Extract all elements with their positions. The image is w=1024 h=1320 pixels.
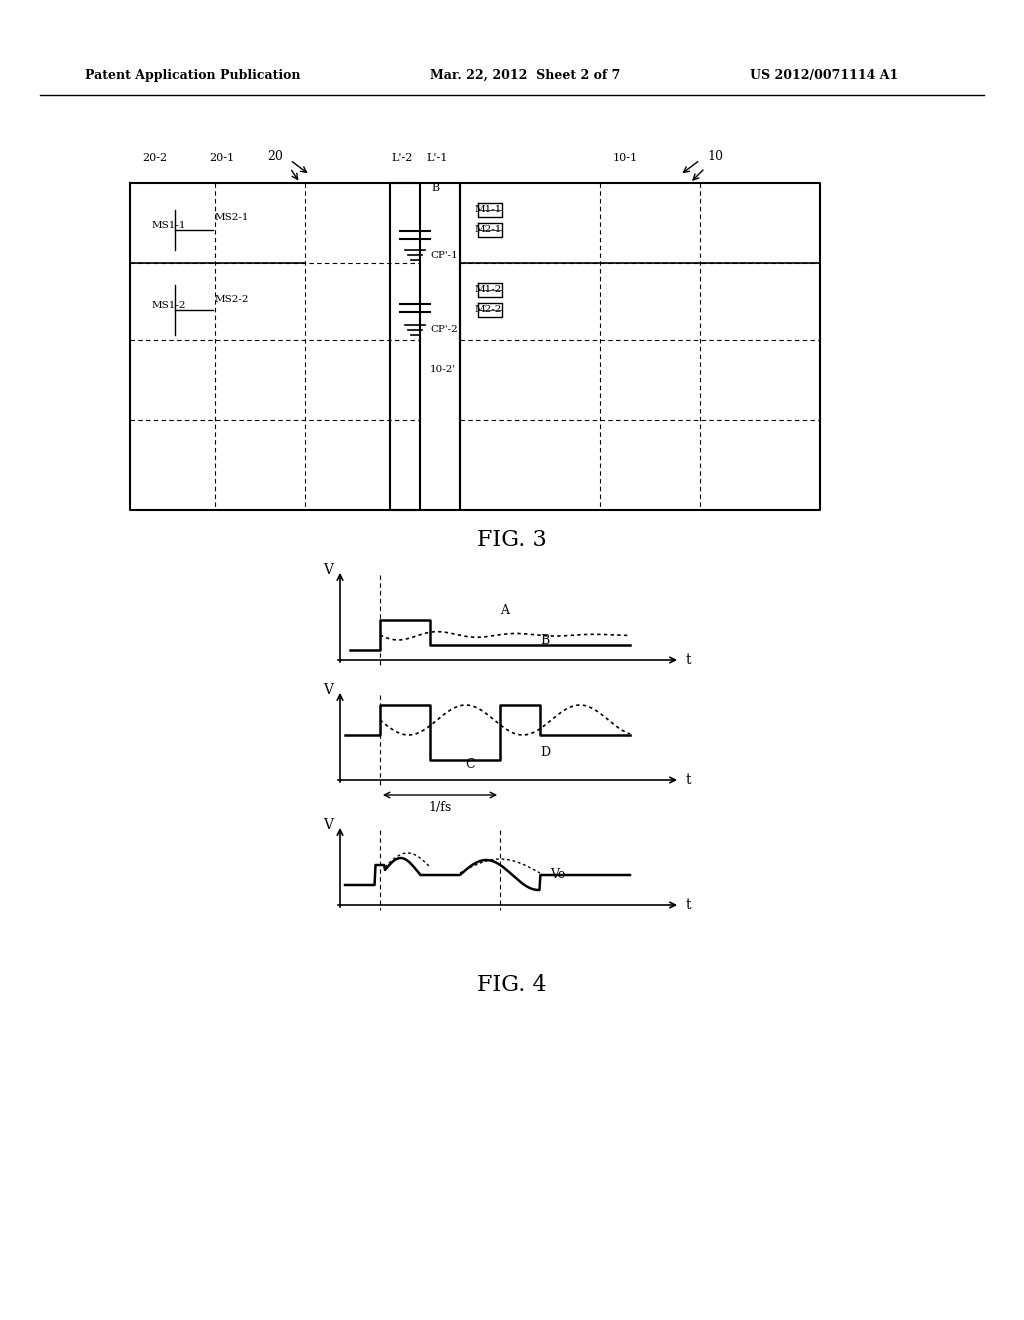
Text: 10-1: 10-1: [612, 153, 638, 162]
Text: Patent Application Publication: Patent Application Publication: [85, 69, 300, 82]
Text: 20-2: 20-2: [142, 153, 168, 162]
Text: M2-2: M2-2: [475, 305, 503, 314]
Text: L'-2: L'-2: [391, 153, 413, 162]
Text: C: C: [465, 759, 475, 771]
Text: 20: 20: [267, 150, 283, 164]
Text: Vo: Vo: [550, 869, 565, 882]
Text: V: V: [323, 818, 333, 832]
Text: V: V: [323, 564, 333, 577]
Text: B: B: [431, 183, 439, 193]
Text: M1-1: M1-1: [475, 206, 503, 214]
Text: 1/fs: 1/fs: [428, 800, 452, 813]
Text: 10: 10: [707, 150, 723, 164]
Text: L'-1: L'-1: [426, 153, 447, 162]
Text: MS2-1: MS2-1: [215, 214, 250, 223]
Text: CP'-2: CP'-2: [430, 326, 458, 334]
Text: CP'-1: CP'-1: [430, 251, 458, 260]
Text: D: D: [540, 746, 550, 759]
Text: FIG. 3: FIG. 3: [477, 529, 547, 550]
Text: t: t: [685, 653, 691, 667]
Text: B: B: [540, 634, 549, 647]
Text: V: V: [323, 682, 333, 697]
Text: MS1-1: MS1-1: [152, 220, 186, 230]
Text: MS1-2: MS1-2: [152, 301, 186, 309]
Text: t: t: [685, 774, 691, 787]
Text: M1-2: M1-2: [475, 285, 503, 294]
Text: M2-1: M2-1: [475, 226, 503, 235]
Text: 10-2': 10-2': [430, 366, 456, 375]
Text: US 2012/0071114 A1: US 2012/0071114 A1: [750, 69, 898, 82]
Text: MS2-2: MS2-2: [215, 296, 250, 305]
Text: 20-1: 20-1: [210, 153, 234, 162]
Text: t: t: [685, 898, 691, 912]
Text: A: A: [500, 603, 509, 616]
Text: Mar. 22, 2012  Sheet 2 of 7: Mar. 22, 2012 Sheet 2 of 7: [430, 69, 621, 82]
Text: FIG. 4: FIG. 4: [477, 974, 547, 997]
